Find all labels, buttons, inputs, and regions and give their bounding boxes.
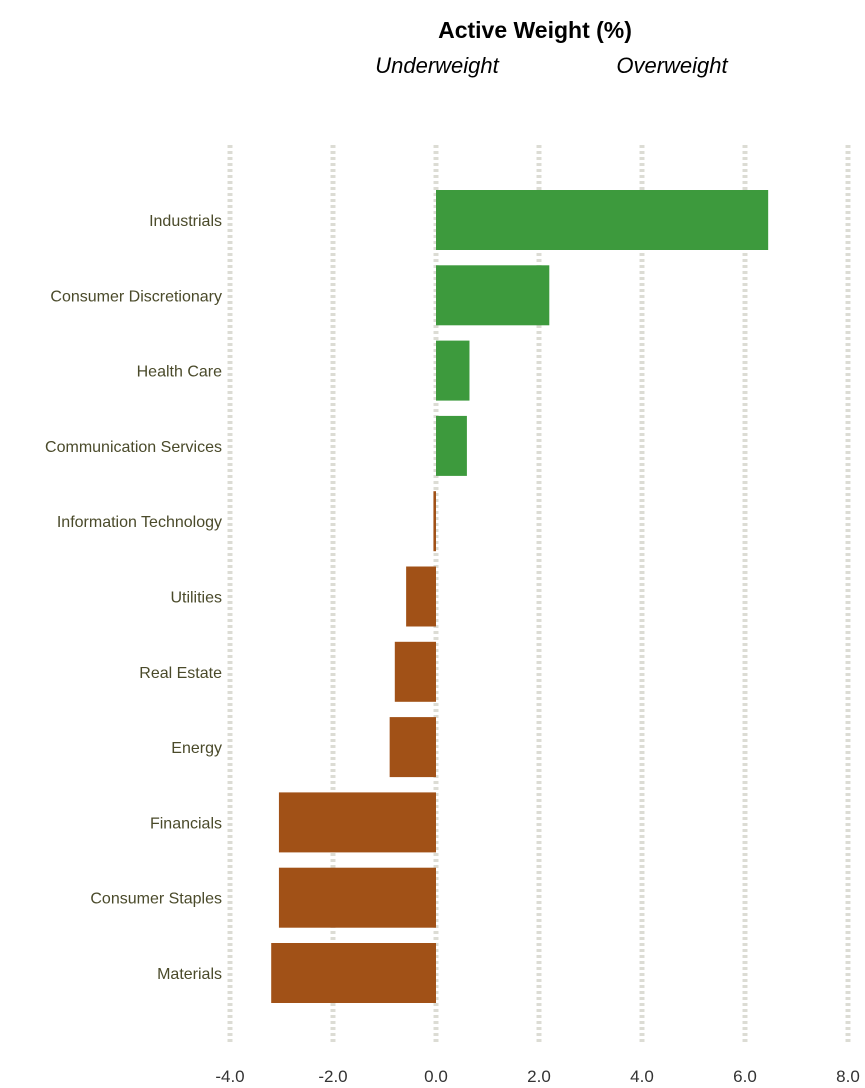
category-label: Materials — [157, 966, 222, 983]
x-axis-tick-labels: -4.0 -2.0 0.0 2.0 4.0 6.0 8.0 — [215, 1067, 859, 1086]
bar — [278, 792, 436, 853]
x-tick-label: 0.0 — [424, 1067, 448, 1086]
x-tick-label: -4.0 — [215, 1067, 244, 1086]
bar — [436, 190, 769, 250]
category-label: Utilities — [170, 590, 222, 607]
x-tick-label: 2.0 — [527, 1067, 551, 1086]
bar — [433, 491, 436, 552]
bar — [436, 415, 467, 476]
bar — [436, 340, 470, 401]
overweight-label: Overweight — [616, 53, 728, 78]
category-label: Consumer Staples — [90, 891, 222, 908]
bar — [436, 265, 550, 326]
category-label: Health Care — [137, 364, 222, 381]
bars — [271, 190, 769, 1003]
bar — [271, 943, 436, 1003]
x-tick-label: -2.0 — [318, 1067, 347, 1086]
category-label: Financials — [150, 815, 222, 832]
bar — [394, 641, 436, 702]
category-label: Energy — [171, 740, 222, 757]
category-labels: Industrials Consumer Discretionary Health … — [45, 213, 222, 983]
category-label: Real Estate — [139, 665, 222, 682]
bar — [406, 566, 436, 627]
category-label: Communication Services — [45, 439, 222, 456]
x-tick-label: 4.0 — [630, 1067, 654, 1086]
category-label: Information Technology — [57, 514, 222, 531]
x-tick-label: 8.0 — [836, 1067, 860, 1086]
bar — [278, 867, 436, 928]
category-label: Consumer Discretionary — [50, 288, 222, 305]
x-tick-label: 6.0 — [733, 1067, 757, 1086]
category-label: Industrials — [149, 213, 222, 230]
chart-title: Active Weight (%) — [438, 17, 632, 43]
underweight-label: Underweight — [375, 53, 499, 78]
bar — [389, 717, 436, 778]
